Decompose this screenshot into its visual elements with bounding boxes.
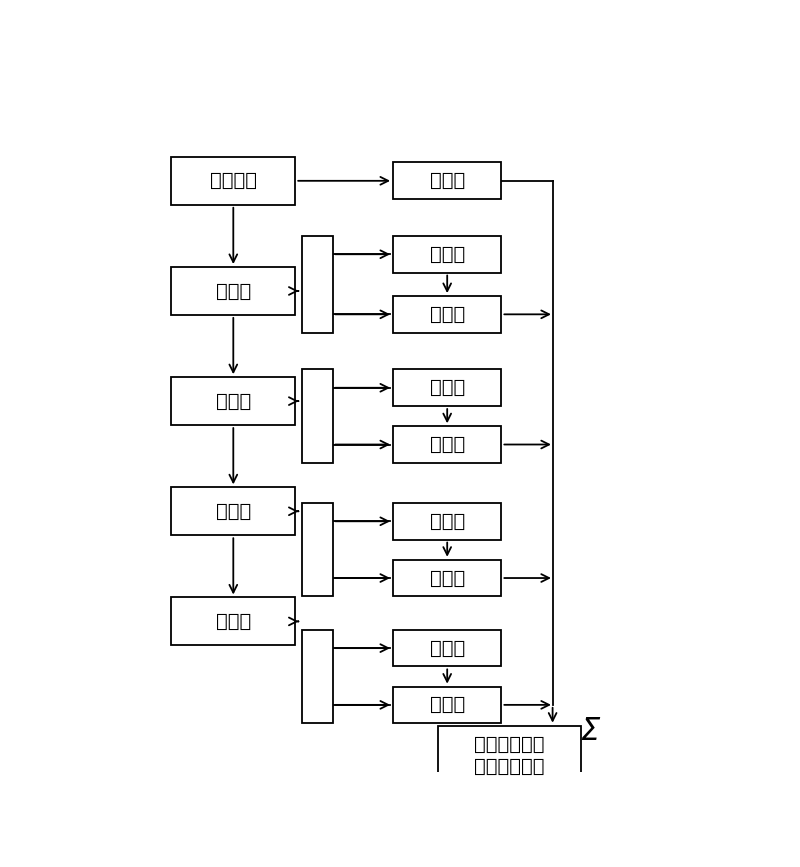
Bar <box>171 597 295 645</box>
Text: 拆除期: 拆除期 <box>216 612 251 631</box>
Text: 计算值: 计算值 <box>430 244 465 264</box>
Bar <box>171 157 295 205</box>
Text: 折现值: 折现值 <box>430 435 465 454</box>
Text: 计算值: 计算值 <box>430 639 465 658</box>
Bar <box>393 236 502 272</box>
Bar <box>302 369 333 463</box>
Bar <box>393 503 502 539</box>
Text: 施工期: 施工期 <box>216 282 251 301</box>
Text: 维养期: 维养期 <box>216 502 251 521</box>
Text: Σ: Σ <box>580 717 599 746</box>
Bar <box>438 726 581 785</box>
Bar <box>302 236 333 333</box>
Bar <box>302 629 333 723</box>
Text: 折现值: 折现值 <box>430 569 465 588</box>
Text: 计算值: 计算值 <box>430 378 465 397</box>
Bar <box>393 427 502 463</box>
Bar <box>393 296 502 333</box>
Text: 全寿命周期公
路碳计量结果: 全寿命周期公 路碳计量结果 <box>474 734 545 775</box>
Bar <box>302 503 333 596</box>
Bar <box>393 560 502 596</box>
Text: 运营期: 运营期 <box>216 392 251 411</box>
Bar <box>171 487 295 535</box>
Bar <box>393 629 502 667</box>
Bar <box>393 687 502 723</box>
Text: 折现值: 折现值 <box>430 695 465 714</box>
Bar <box>171 377 295 425</box>
Text: 计算值: 计算值 <box>430 172 465 191</box>
Bar <box>393 369 502 406</box>
Bar <box>393 162 502 199</box>
Text: 计算值: 计算值 <box>430 512 465 531</box>
Bar <box>171 267 295 315</box>
Text: 建设前期: 建设前期 <box>210 172 257 191</box>
Text: 折现值: 折现值 <box>430 305 465 324</box>
